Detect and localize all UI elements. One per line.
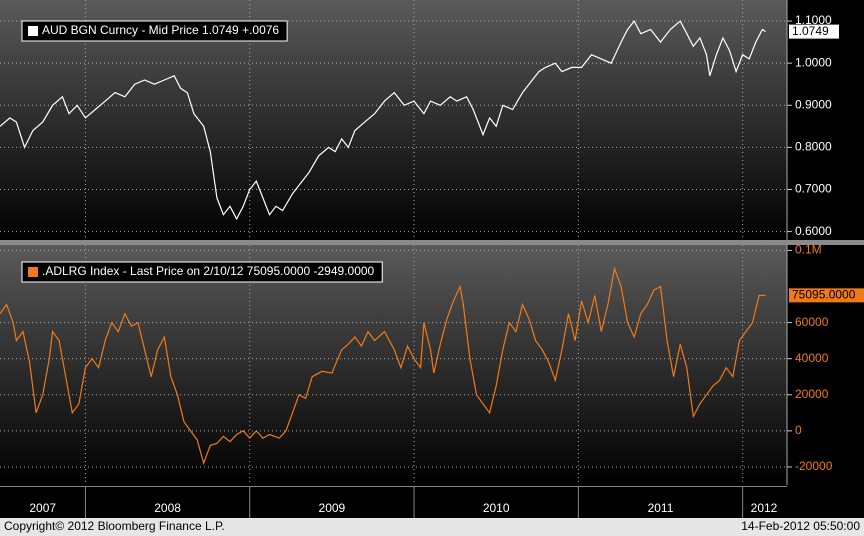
y-tick-label: 20000 [795,387,829,401]
last-value-label: 1.0749 [792,24,829,38]
legend-text: AUD BGN Curncy - Mid Price 1.0749 +.0076 [42,23,279,37]
footer-right: 14-Feb-2012 05:50:00 [741,519,860,533]
series-line [0,266,766,466]
axis-line [0,486,787,487]
last-value-label: 75095.0000 [792,288,856,302]
panel-bottom [0,245,787,485]
y-tick-label: 1.1000 [795,13,832,27]
y-tick-label: 0.8000 [795,140,832,154]
legend-swatch [28,267,38,277]
last-value-box [789,24,839,39]
y-tick-label: 0.1M [795,243,822,257]
x-tick-label: 2009 [319,501,346,515]
series-line [0,20,766,221]
footer-bar [0,518,864,536]
panel-divider [0,240,864,245]
x-tick-label: 2012 [751,501,778,515]
last-value-box [789,288,864,303]
x-tick-label: 2011 [648,501,674,515]
y-tick-label: 0.6000 [795,224,832,238]
footer-left: Copyright© 2012 Bloomberg Finance L.P. [4,519,225,533]
legend-box [21,261,383,283]
y-tick-label: -20000 [795,459,833,473]
y-tick-label: 0 [795,423,802,437]
legend-swatch [28,26,38,36]
x-tick-label: 2007 [29,501,56,515]
y-tick-label: 1.0000 [795,55,832,69]
legend-box [21,20,288,42]
y-tick-label: 0.7000 [795,182,832,196]
x-tick-label: 2008 [154,501,181,515]
legend-text: .ADLRG Index - Last Price on 2/10/12 750… [42,264,375,278]
y-tick-label: 0.9000 [795,97,832,111]
x-tick-label: 2010 [483,501,510,515]
y-tick-label: 40000 [795,351,829,365]
y-tick-label: 60000 [795,315,829,329]
